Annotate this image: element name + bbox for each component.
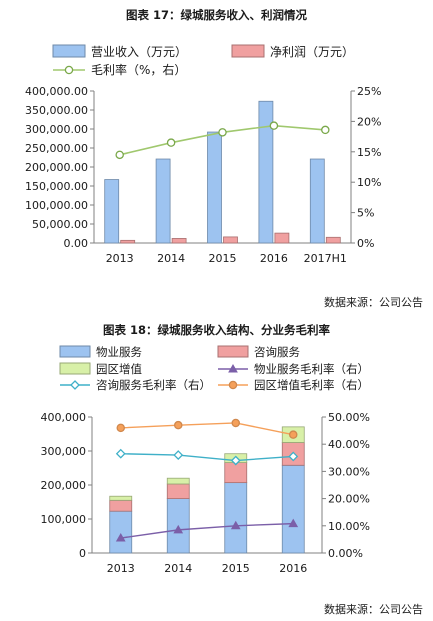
bar-net-profit — [171, 238, 187, 244]
y-left-tick-label: 200,000 — [41, 479, 87, 492]
y-right-tick-label: 30.00% — [328, 465, 370, 478]
point-gross-margin — [269, 121, 279, 130]
bar-revenue — [155, 158, 171, 244]
chart1-title: 图表 17：绿城服务收入、利润情况 — [125, 8, 307, 22]
x-tick-label: 2016 — [260, 252, 288, 265]
legend-label-park-value-added: 园区增值 — [96, 362, 142, 376]
point-park-margin — [116, 423, 126, 433]
chart1-plot: 营业收入（万元） 净利润（万元） 毛利率（%，右） 0.00 50,000.00 100,… — [25, 44, 381, 265]
y-right-tick-label: 40.00% — [328, 438, 370, 451]
line-park-margin — [120, 422, 294, 436]
point-gross-margin — [166, 138, 176, 147]
point-consulting-margin — [115, 448, 126, 459]
legend-marker-consulting-margin — [70, 380, 80, 390]
y-left-tick-label: 400,000 — [41, 411, 87, 424]
x-tick-label: 2015 — [209, 252, 237, 265]
y-left-tick-label: 100,000.00 — [25, 199, 88, 212]
legend-swatch-park-value-added — [59, 362, 91, 375]
bar-net-profit — [274, 232, 290, 244]
point-property-margin — [115, 533, 126, 542]
y-right-tick-label: 10.00% — [328, 520, 370, 533]
bar-revenue — [258, 100, 274, 244]
x-tick-label: 2016 — [279, 562, 307, 575]
y-right-tick-label: 20.00% — [328, 493, 370, 506]
legend-label-consulting-margin: 咨询服务毛利率（右） — [96, 378, 211, 392]
y-left-tick-label: 250,000.00 — [25, 142, 88, 155]
x-tick-label: 2017H1 — [304, 252, 347, 265]
chart2-title: 图表 18：绿城服务收入结构、分业务毛利率 — [102, 323, 330, 337]
point-gross-margin — [115, 150, 124, 160]
legend-marker-margin — [64, 65, 74, 75]
y-left-tick-label: 0 — [79, 547, 86, 560]
point-gross-margin — [218, 128, 227, 137]
y-right-tick-label: 0.00% — [328, 547, 363, 560]
chart1-source: 数据来源：公司公告 — [324, 296, 423, 309]
line-consulting-margin — [120, 453, 294, 462]
legend-label-net-profit: 净利润（万元） — [270, 45, 354, 59]
legend-label-property-margin: 物业服务毛利率（右） — [254, 362, 369, 376]
x-tick-label: 2013 — [107, 562, 135, 575]
bar-property-service — [224, 482, 248, 554]
x-tick-label: 2013 — [106, 252, 134, 265]
y-left-tick-label: 200,000.00 — [25, 161, 88, 174]
bar-park-value-added — [109, 495, 133, 501]
bar-consulting-service — [166, 483, 190, 500]
bar-consulting-service — [109, 499, 133, 512]
legend-marker-property-margin — [228, 363, 238, 373]
legend-label-revenue: 营业收入（万元） — [91, 45, 187, 59]
legend-swatch-property-service — [59, 345, 91, 358]
point-gross-margin — [321, 125, 330, 135]
legend-swatch-consulting-service — [217, 345, 249, 358]
point-consulting-margin — [173, 450, 184, 460]
x-tick-label: 2014 — [164, 562, 192, 575]
legend-label-property-service: 物业服务 — [96, 345, 142, 359]
point-park-margin — [288, 430, 298, 439]
legend-swatch-net-profit — [231, 44, 265, 58]
y-right-tick-label: 25% — [357, 85, 381, 98]
y-right-tick-label: 5% — [357, 207, 374, 220]
bar-revenue — [104, 179, 120, 244]
bar-revenue — [207, 131, 222, 244]
legend-label-consulting-service: 咨询服务 — [254, 345, 300, 359]
y-right-tick-label: 50.00% — [328, 411, 370, 424]
y-left-tick-label: 0.00 — [64, 237, 89, 250]
line-property-margin — [120, 522, 294, 539]
point-consulting-margin — [288, 451, 299, 462]
bar-revenue — [309, 158, 325, 244]
bar-property-service — [281, 464, 305, 554]
x-tick-label: 2015 — [222, 562, 250, 575]
point-park-margin — [231, 418, 240, 428]
chart2-source: 数据来源：公司公告 — [324, 603, 423, 616]
bar-net-profit — [223, 236, 238, 244]
y-left-tick-label: 100,000 — [41, 513, 87, 526]
y-left-tick-label: 350,000.00 — [25, 104, 88, 117]
legend-label-park-margin: 园区增值毛利率（右） — [254, 378, 369, 392]
legend-swatch-revenue — [52, 44, 86, 58]
legend-label-margin: 毛利率（%，右） — [91, 62, 186, 77]
bar-park-value-added — [166, 477, 190, 485]
legend-marker-park-margin — [228, 380, 238, 390]
bar-consulting-service — [224, 462, 248, 484]
bar-net-profit — [325, 236, 341, 244]
y-left-tick-label: 300,000.00 — [25, 123, 88, 136]
y-left-tick-label: 300,000 — [41, 445, 87, 458]
x-tick-label: 2014 — [157, 252, 185, 265]
point-park-margin — [173, 420, 183, 430]
point-consulting-margin — [230, 455, 241, 466]
y-right-tick-label: 15% — [357, 146, 381, 159]
point-property-margin — [230, 520, 241, 530]
point-property-margin — [288, 518, 299, 528]
y-left-tick-label: 150,000.00 — [25, 180, 88, 193]
y-left-tick-label: 50,000.00 — [32, 218, 88, 231]
point-property-margin — [173, 524, 184, 534]
y-right-tick-label: 20% — [357, 115, 381, 128]
bar-property-service — [109, 510, 133, 554]
bar-net-profit — [120, 239, 136, 244]
y-right-tick-label: 10% — [357, 176, 381, 189]
y-right-tick-label: 0% — [357, 237, 374, 250]
y-left-tick-label: 400,000.00 — [25, 85, 88, 98]
